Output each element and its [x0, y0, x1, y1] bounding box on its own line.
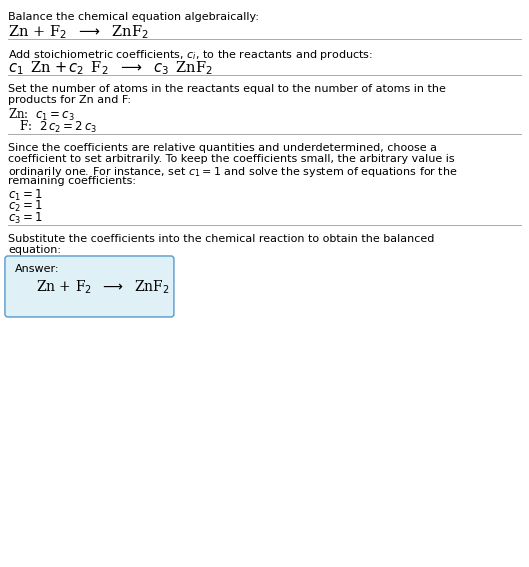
Text: $c_3 = 1$: $c_3 = 1$	[8, 210, 43, 226]
Text: coefficient to set arbitrarily. To keep the coefficients small, the arbitrary va: coefficient to set arbitrarily. To keep …	[8, 154, 454, 164]
Text: ordinarily one. For instance, set $c_1 = 1$ and solve the system of equations fo: ordinarily one. For instance, set $c_1 =…	[8, 166, 458, 180]
Text: Add stoichiometric coefficients, $c_i$, to the reactants and products:: Add stoichiometric coefficients, $c_i$, …	[8, 48, 373, 62]
Text: Substitute the coefficients into the chemical reaction to obtain the balanced: Substitute the coefficients into the che…	[8, 234, 434, 244]
Text: Since the coefficients are relative quantities and underdetermined, choose a: Since the coefficients are relative quan…	[8, 143, 437, 154]
Text: F:  $2\,c_2 = 2\,c_3$: F: $2\,c_2 = 2\,c_3$	[12, 119, 97, 134]
Text: products for Zn and F:: products for Zn and F:	[8, 95, 131, 105]
Text: $c_2 = 1$: $c_2 = 1$	[8, 199, 43, 214]
Text: equation:: equation:	[8, 245, 61, 255]
Text: Balance the chemical equation algebraically:: Balance the chemical equation algebraica…	[8, 12, 259, 23]
Text: Answer:: Answer:	[15, 264, 59, 274]
Text: Zn:  $c_1 = c_3$: Zn: $c_1 = c_3$	[8, 107, 75, 122]
Text: Set the number of atoms in the reactants equal to the number of atoms in the: Set the number of atoms in the reactants…	[8, 84, 446, 95]
Text: $c_1 = 1$: $c_1 = 1$	[8, 188, 43, 202]
Text: $c_1\,$ Zn $+\,c_2\,$ F$_2$  $\longrightarrow$  $c_3\,$ ZnF$_2$: $c_1\,$ Zn $+\,c_2\,$ F$_2$ $\longrighta…	[8, 60, 213, 77]
FancyBboxPatch shape	[5, 256, 174, 317]
Text: remaining coefficients:: remaining coefficients:	[8, 176, 136, 187]
Text: Zn + F$_2$  $\longrightarrow$  ZnF$_2$: Zn + F$_2$ $\longrightarrow$ ZnF$_2$	[8, 23, 149, 41]
Text: Zn + F$_2$  $\longrightarrow$  ZnF$_2$: Zn + F$_2$ $\longrightarrow$ ZnF$_2$	[36, 279, 170, 297]
